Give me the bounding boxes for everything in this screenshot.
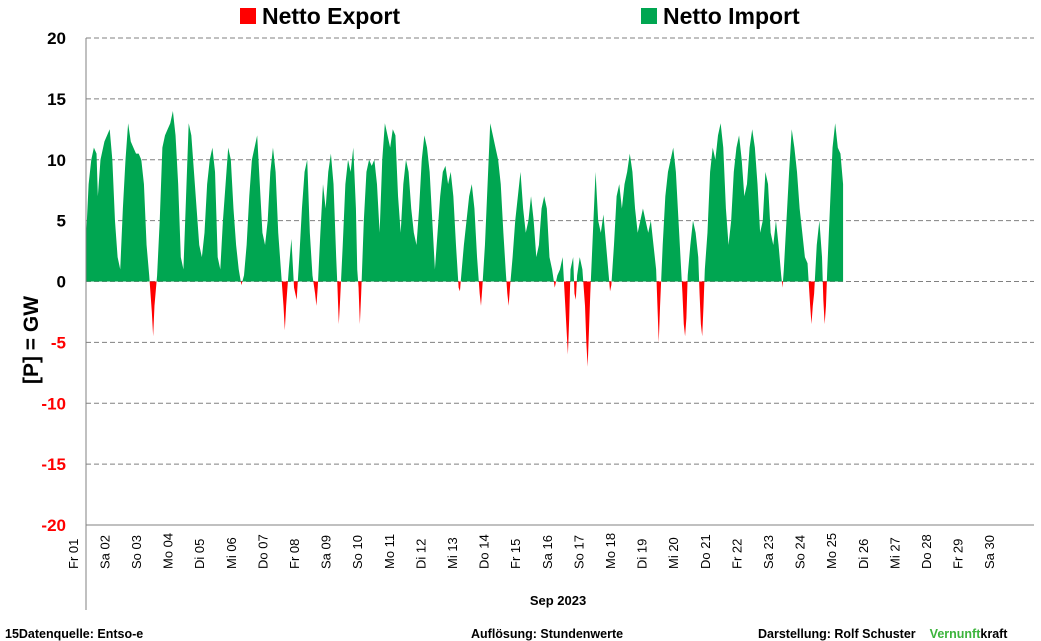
x-tick-label: Do 21 (698, 534, 713, 569)
y-tick-label: -5 (51, 333, 66, 352)
legend-export-swatch (240, 8, 256, 24)
netto-import-area (86, 111, 844, 282)
footer-brand-green: Vernunft (930, 627, 982, 641)
x-tick-label: Do 14 (477, 534, 492, 569)
footer: 15Datenquelle: Entso-e Auflösung: Stunde… (5, 627, 1008, 641)
x-tick-label: So 03 (129, 535, 144, 569)
x-tick-label: So 10 (350, 535, 365, 569)
y-axis-tick-labels: 20 15 10 5 0 -5 -10 -15 -20 (41, 29, 66, 535)
x-tick-label: Sa 09 (319, 535, 334, 569)
x-axis-tick-labels: Fr 01 Sa 02 So 03 Mo 04 Di 05 Mi 06 Do 07 Fr 08… (66, 533, 997, 569)
legend-export-label: Netto Export (262, 3, 400, 29)
x-tick-label: Fr 22 (729, 539, 744, 569)
x-tick-label: Fr 15 (508, 539, 523, 569)
x-tick-label: Mi 06 (224, 537, 239, 569)
x-tick-label: Mo 18 (603, 533, 618, 569)
x-tick-label: Mi 27 (887, 537, 902, 569)
x-tick-label: Do 28 (919, 534, 934, 569)
x-tick-label: Mo 11 (382, 534, 397, 569)
x-tick-label: Mi 20 (666, 537, 681, 569)
x-axis-label: Sep 2023 (530, 593, 586, 608)
y-axis-label: [P] = GW (20, 296, 43, 384)
x-tick-label: Di 05 (192, 539, 207, 569)
y-tick-label: -20 (41, 516, 66, 535)
x-tick-label: Fr 29 (951, 539, 966, 569)
legend-import-swatch (641, 8, 657, 24)
x-tick-label: Fr 01 (66, 539, 81, 569)
footer-resolution: Auflösung: Stundenwerte (471, 627, 623, 641)
x-tick-label: Mo 04 (161, 533, 176, 569)
x-tick-label: Sa 02 (97, 535, 112, 569)
x-tick-label: Sa 30 (982, 535, 997, 569)
x-tick-label: Do 07 (255, 534, 270, 569)
x-tick-label: So 24 (793, 535, 808, 569)
y-tick-label: -15 (41, 455, 66, 474)
x-tick-label: Mo 25 (824, 533, 839, 569)
legend-import-label: Netto Import (663, 3, 800, 29)
x-tick-label: Mi 13 (445, 537, 460, 569)
x-tick-label: Di 19 (635, 539, 650, 569)
y-tick-label: 15 (47, 90, 66, 109)
footer-author-text: Darstellung: Rolf Schuster (758, 627, 916, 641)
plot-area (86, 111, 844, 367)
x-tick-label: Di 12 (413, 539, 428, 569)
y-tick-label: 10 (47, 151, 66, 170)
x-tick-label: So 17 (571, 535, 586, 569)
y-tick-label: 5 (57, 212, 66, 231)
x-tick-label: Fr 08 (287, 539, 302, 569)
footer-brand-black: kraft (980, 627, 1008, 641)
x-tick-label: Sa 23 (761, 535, 776, 569)
y-tick-label: 0 (57, 273, 66, 292)
legend: Netto Export Netto Import (240, 3, 800, 29)
footer-source: 15Datenquelle: Entso-e (5, 627, 143, 641)
y-tick-label: -10 (41, 394, 66, 413)
footer-author: Darstellung: Rolf Schuster Vernunftkraft (758, 627, 1008, 641)
netto-export-area (86, 281, 844, 367)
x-tick-label: Sa 16 (540, 535, 555, 569)
y-tick-label: 20 (47, 29, 66, 48)
x-tick-label: Di 26 (856, 539, 871, 569)
